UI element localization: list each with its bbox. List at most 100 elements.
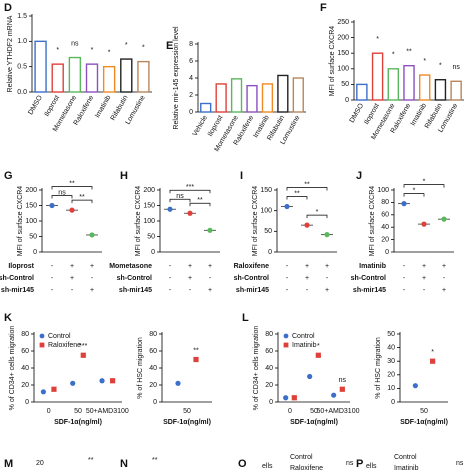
fragment-text: N [120, 458, 128, 470]
x-tick-label: 0 [288, 408, 292, 415]
y-tick-label: 40 [21, 365, 29, 372]
panel-label: L [242, 312, 249, 324]
x-tick-label: DMSO [349, 102, 366, 124]
bar [292, 77, 304, 113]
y-tick-label: 50 [387, 331, 395, 338]
y-tick-label: 60 [21, 348, 29, 355]
row-sign: - [423, 287, 426, 294]
significance-label: * [423, 58, 426, 65]
bracket [403, 193, 425, 197]
point [193, 356, 199, 363]
y-tick-label: 50 [264, 228, 272, 235]
bracket [306, 214, 328, 219]
significance-label: * [316, 209, 319, 216]
y-tick-label: 40 [381, 224, 389, 231]
panel-label: D [4, 2, 12, 14]
bracket [286, 187, 328, 191]
row-sign: - [71, 287, 74, 294]
legend-label: Imatinib [292, 342, 317, 349]
y-tick-label: 0 [345, 97, 349, 104]
bracket [169, 198, 191, 203]
bracket [51, 195, 73, 199]
point [307, 373, 313, 380]
point [70, 380, 76, 386]
row-sign: + [90, 263, 94, 270]
row-sign: + [208, 287, 212, 294]
row-sign: + [422, 263, 426, 270]
row-label: sh-mir145 [119, 287, 152, 294]
x-tick-label: 50 [183, 408, 191, 415]
x-tick-label: Imatinib [94, 94, 112, 119]
fragment-text: ns [346, 460, 354, 467]
significance-label: * [413, 187, 416, 194]
bar [68, 56, 82, 93]
y-tick-label: 100 [25, 218, 37, 225]
y-tick-label: 1.0 [17, 38, 27, 45]
y-axis-label: % of CD34+ cells migration [9, 326, 16, 411]
bar [356, 83, 368, 101]
row-label: sh-Control [117, 275, 152, 282]
significance-label: ** [193, 347, 199, 354]
row-label: sh-Control [351, 275, 386, 282]
row-sign: - [209, 275, 212, 282]
row-label: sh-mir145 [353, 287, 386, 294]
y-tick-label: 6 [189, 58, 193, 65]
bar [51, 63, 64, 93]
row-sign: + [305, 275, 309, 282]
bar [85, 63, 99, 93]
point [421, 221, 427, 227]
fragment-text: ** [152, 457, 158, 464]
x-tick-label: 0 [47, 408, 51, 415]
point [441, 216, 447, 222]
significance-label: ** [79, 194, 85, 201]
y-tick-label: 0 [268, 249, 272, 256]
bar [246, 84, 258, 113]
point [401, 201, 407, 207]
row-label: Imatinib [359, 263, 386, 270]
bracket [286, 196, 308, 200]
point [167, 206, 173, 212]
y-tick-label: 250 [337, 19, 349, 26]
y-tick-label: 2 [189, 92, 193, 99]
y-tick-label: 40 [149, 365, 157, 372]
row-sign: + [208, 263, 212, 270]
row-sign: - [286, 287, 289, 294]
y-tick-label: 30 [387, 358, 395, 365]
row-sign: + [325, 287, 329, 294]
y-tick-label: 100 [143, 218, 155, 225]
y-tick-label: 100 [377, 187, 389, 194]
y-tick-label: 0 [385, 249, 389, 256]
y-tick-label: 200 [143, 187, 155, 194]
significance-label: ** [69, 180, 75, 187]
y-tick-label: 20 [265, 382, 273, 389]
y-tick-label: 40 [265, 365, 273, 372]
point [304, 222, 310, 228]
y-tick-label: 0.5 [17, 64, 27, 71]
row-sign: + [90, 287, 94, 294]
point [51, 386, 57, 392]
significance-label: * [91, 47, 94, 54]
panel-label: F [320, 2, 327, 14]
bracket [403, 184, 445, 188]
fragment-text: ns [456, 460, 464, 467]
point [40, 389, 46, 395]
panel-label: J [356, 170, 362, 182]
y-axis-label: MFI of surface CXCR4 [17, 186, 24, 257]
y-tick-label: 50 [147, 233, 155, 240]
bracket [189, 202, 211, 207]
point [324, 232, 330, 238]
y-axis-label: % of CD34+ cells migration [253, 326, 260, 411]
legend-label: Raloxifene [48, 342, 81, 349]
bar [120, 58, 133, 93]
point [175, 380, 181, 386]
bar [434, 79, 447, 101]
y-tick-label: 150 [25, 202, 37, 209]
fragment-text: Imatinib [394, 465, 419, 472]
x-axis-label: SDF-1α(ng/ml) [290, 419, 338, 426]
y-tick-label: 0.0 [17, 89, 27, 96]
significance-label: * [108, 50, 111, 57]
significance-label: * [376, 36, 379, 43]
point [49, 202, 55, 209]
point [430, 358, 436, 364]
y-tick-label: 1.5 [17, 13, 27, 20]
